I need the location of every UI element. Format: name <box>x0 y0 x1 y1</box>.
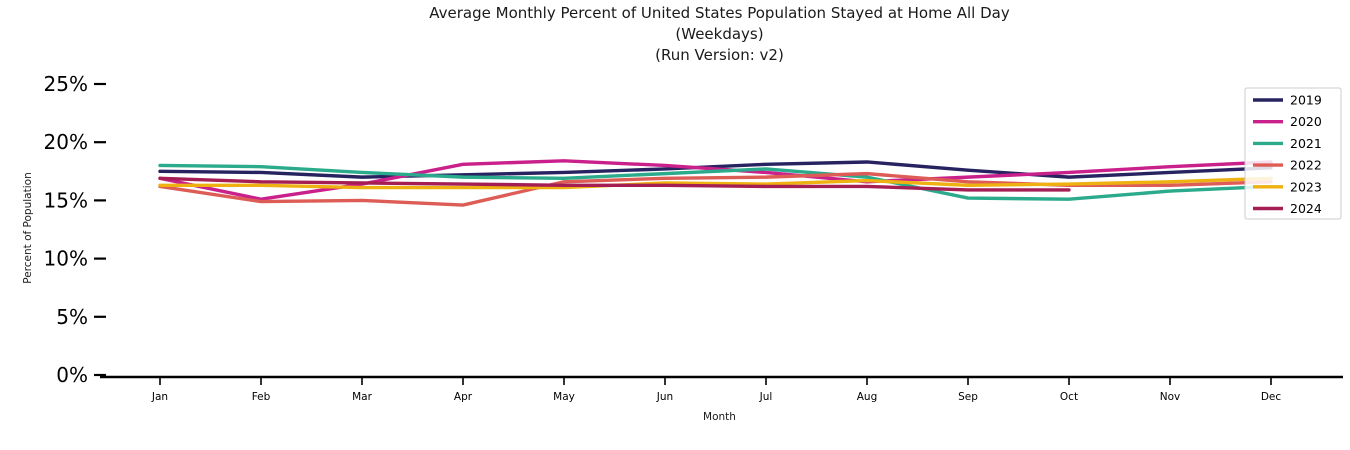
x-tick-label: Sep <box>958 391 978 403</box>
x-tick-label: Jun <box>656 391 673 403</box>
x-axis-label: Month <box>703 411 736 423</box>
chart-title-line-3: (Run Version: v2) <box>655 46 784 64</box>
x-tick-label: Jan <box>151 391 168 403</box>
y-tick-label: 25% <box>44 72 88 96</box>
legend-label-2022: 2022 <box>1290 158 1322 173</box>
y-tick-label: 0% <box>56 363 88 387</box>
x-tick-label: Aug <box>857 391 878 403</box>
legend-label-2021: 2021 <box>1290 136 1322 151</box>
series-line-2019 <box>158 160 1273 179</box>
legend-label-2024: 2024 <box>1290 201 1322 216</box>
legend-box <box>1244 87 1342 220</box>
y-tick-label: 20% <box>44 130 88 154</box>
legend-label-2020: 2020 <box>1290 114 1322 129</box>
x-tick-label: Apr <box>454 391 473 403</box>
x-tick-label: Feb <box>252 391 271 403</box>
x-tick-label: Mar <box>352 391 372 403</box>
legend-label-2023: 2023 <box>1290 179 1322 194</box>
legend-label-2019: 2019 <box>1290 93 1322 108</box>
y-tick-label: 15% <box>44 188 88 212</box>
series-line-2024 <box>158 176 1071 192</box>
chart-title-line-1: Average Monthly Percent of United States… <box>429 4 1010 22</box>
chart-title-line-2: (Weekdays) <box>675 25 764 43</box>
series-line-2023 <box>158 176 1273 190</box>
x-tick-label: Oct <box>1060 391 1078 403</box>
series-line-2021 <box>158 163 1273 201</box>
x-tick-label: Jul <box>759 391 773 403</box>
x-tick-label: May <box>553 391 575 403</box>
y-tick-label: 10% <box>44 247 88 271</box>
x-tick-label: Dec <box>1261 391 1282 403</box>
y-tick-label: 5% <box>56 305 88 329</box>
x-tick-label: Nov <box>1160 391 1181 403</box>
